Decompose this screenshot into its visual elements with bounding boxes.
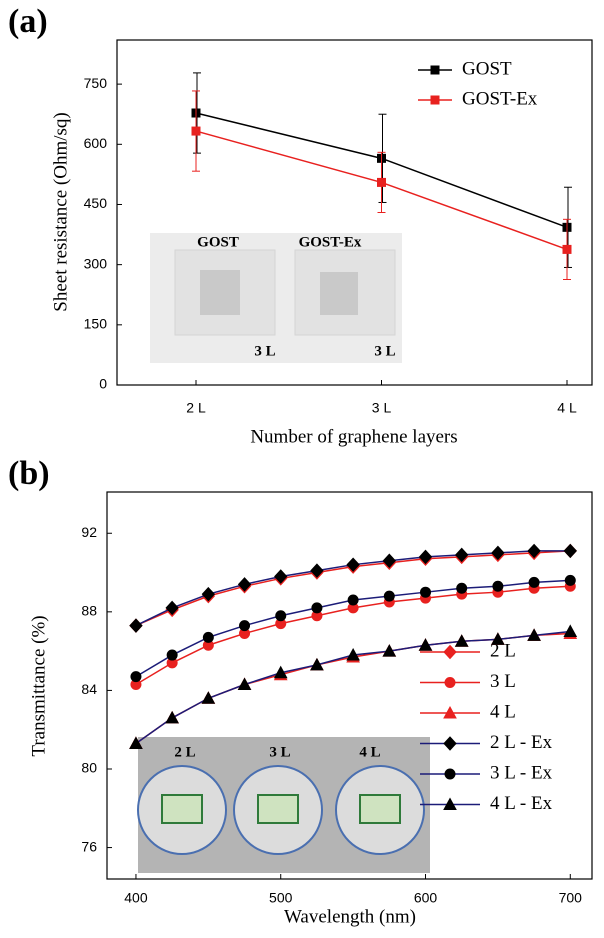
legend-marker	[430, 95, 440, 105]
marker	[275, 610, 287, 622]
inset-label: GOST	[197, 234, 239, 250]
marker	[165, 710, 179, 724]
marker	[562, 244, 572, 254]
marker	[377, 177, 386, 187]
x-axis-label: Wavelength (nm)	[284, 906, 416, 927]
marker	[527, 628, 541, 641]
legend-label: 3 L - Ex	[490, 762, 553, 783]
x-tick-label: 600	[414, 890, 438, 906]
y-tick-label: 300	[84, 255, 108, 271]
y-axis-label: Sheet resistance (Ohm/sq)	[50, 112, 71, 311]
legend-label: 3 L	[490, 671, 516, 692]
y-tick-label: 0	[99, 376, 107, 392]
legend-label: 4 L - Ex	[490, 793, 553, 814]
marker	[491, 632, 505, 645]
marker	[237, 677, 252, 691]
marker	[311, 602, 323, 614]
x-tick-label: 4 L	[557, 400, 577, 416]
plot-frame	[106, 491, 593, 880]
marker	[454, 634, 469, 647]
marker	[456, 582, 468, 594]
marker	[528, 576, 540, 588]
legend-label: GOST	[462, 58, 512, 79]
y-tick-label: 92	[81, 524, 97, 540]
marker	[418, 638, 433, 651]
legend-marker	[443, 797, 457, 810]
marker	[346, 648, 360, 661]
legend-marker	[443, 644, 457, 660]
y-tick-label: 450	[84, 195, 108, 211]
legend-marker	[443, 705, 457, 719]
marker	[527, 543, 541, 559]
x-axis-label: Number of graphene layers	[250, 426, 457, 447]
y-tick-label: 88	[81, 603, 97, 619]
x-tick-label: 700	[559, 890, 583, 906]
marker	[564, 574, 576, 586]
marker	[310, 657, 324, 671]
y-axis-label: Transmittance (%)	[28, 615, 49, 756]
x-tick-label: 400	[124, 890, 148, 906]
marker	[418, 549, 433, 565]
marker	[491, 545, 505, 561]
marker	[237, 577, 252, 592]
marker	[563, 543, 577, 559]
inset-label: 2 L	[174, 744, 195, 760]
marker	[130, 671, 142, 683]
marker	[239, 620, 251, 632]
legend-marker	[444, 768, 456, 780]
marker	[347, 594, 359, 606]
marker	[273, 665, 288, 679]
y-tick-label: 600	[84, 135, 108, 151]
inset-photo-b	[137, 737, 430, 873]
legend-label: 2 L	[490, 640, 516, 661]
inset-label: 4 L	[359, 744, 380, 760]
panel-label: (b)	[8, 455, 50, 492]
panel-label: (a)	[8, 3, 48, 40]
marker	[202, 631, 214, 643]
marker	[492, 580, 504, 592]
marker	[382, 644, 397, 657]
x-tick-label: 500	[269, 890, 293, 906]
inset-photo-a	[150, 233, 402, 363]
inset-label: 3 L	[254, 343, 275, 359]
legend-label: 2 L - Ex	[490, 732, 553, 753]
legend-label: GOST-Ex	[462, 88, 538, 109]
marker	[383, 590, 395, 602]
marker	[201, 691, 216, 704]
marker	[129, 736, 143, 749]
marker	[310, 563, 324, 578]
y-tick-label: 750	[84, 75, 108, 91]
marker	[201, 586, 216, 602]
marker	[346, 557, 360, 572]
y-tick-label: 150	[84, 316, 108, 332]
marker	[274, 569, 288, 584]
marker	[382, 553, 396, 568]
inset-label: 3 L	[269, 744, 290, 760]
marker	[166, 649, 178, 661]
marker	[455, 547, 469, 563]
y-tick-label: 80	[81, 760, 97, 776]
legend-marker	[444, 677, 456, 688]
legend-marker	[443, 736, 457, 751]
marker	[191, 126, 201, 136]
inset-label: GOST-Ex	[299, 234, 362, 250]
marker	[165, 600, 179, 616]
legend-marker	[430, 65, 440, 75]
plot-frame	[116, 39, 593, 386]
marker	[420, 586, 432, 598]
y-tick-label: 76	[81, 838, 97, 854]
marker	[563, 624, 578, 637]
legend-label: 4 L	[490, 701, 516, 722]
marker	[129, 618, 143, 633]
y-tick-label: 84	[81, 681, 97, 697]
x-tick-label: 2 L	[186, 400, 206, 416]
x-tick-label: 3 L	[372, 400, 392, 416]
inset-label: 3 L	[374, 343, 395, 359]
